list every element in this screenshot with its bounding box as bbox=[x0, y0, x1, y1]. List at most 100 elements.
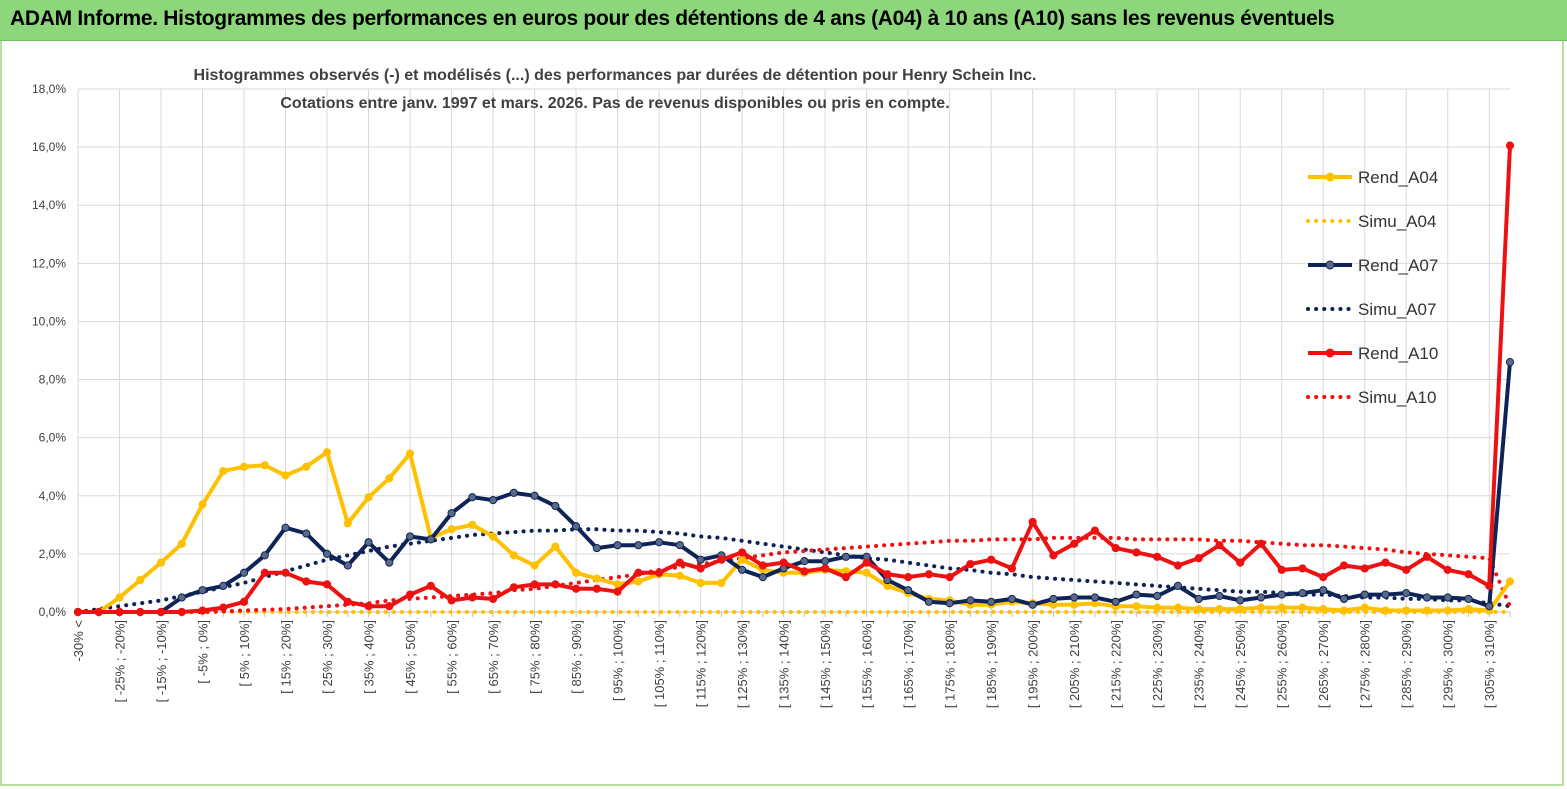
data-point bbox=[945, 599, 954, 608]
legend-label: Rend_A07 bbox=[1358, 256, 1438, 275]
data-point bbox=[1070, 539, 1079, 548]
data-point bbox=[281, 471, 290, 480]
data-point bbox=[302, 462, 311, 471]
data-point bbox=[1194, 594, 1203, 604]
data-point bbox=[94, 607, 103, 617]
data-point bbox=[302, 577, 311, 586]
data-point bbox=[1422, 593, 1432, 602]
data-point bbox=[322, 549, 332, 558]
data-point bbox=[1505, 577, 1515, 586]
data-point bbox=[1464, 594, 1473, 604]
data-point bbox=[198, 586, 207, 595]
data-point bbox=[530, 561, 539, 570]
data-point bbox=[904, 573, 913, 582]
data-point bbox=[758, 573, 767, 582]
data-point bbox=[779, 558, 788, 567]
data-point bbox=[717, 555, 726, 564]
x-tick-label: [ 15% ; 20%] bbox=[279, 620, 294, 694]
data-point bbox=[509, 551, 518, 560]
data-point bbox=[1464, 604, 1473, 614]
x-tick-label: [ 235% ; 240%] bbox=[1192, 620, 1207, 708]
data-point bbox=[405, 590, 415, 599]
x-tick-label: [ 185% ; 190%] bbox=[984, 620, 999, 708]
data-point bbox=[1256, 603, 1266, 612]
data-point bbox=[468, 493, 477, 502]
data-point bbox=[1028, 600, 1037, 609]
data-point bbox=[904, 586, 913, 595]
data-point bbox=[1422, 552, 1432, 561]
data-point bbox=[1339, 561, 1349, 570]
data-point bbox=[115, 607, 124, 617]
data-point bbox=[281, 568, 290, 577]
data-point bbox=[987, 555, 996, 564]
data-point bbox=[1236, 604, 1245, 614]
x-tick-label: [ 75% ; 80%] bbox=[528, 620, 543, 694]
legend-label: Rend_A10 bbox=[1358, 344, 1438, 363]
data-point bbox=[1007, 594, 1017, 604]
data-point bbox=[364, 493, 373, 502]
data-point bbox=[488, 594, 498, 604]
grid bbox=[77, 88, 1510, 613]
x-tick-label: [ 165% ; 170%] bbox=[901, 620, 916, 708]
x-tick-label: [ 215% ; 220%] bbox=[1109, 620, 1124, 708]
data-point bbox=[156, 558, 166, 567]
data-point bbox=[219, 581, 228, 590]
data-point bbox=[1443, 565, 1452, 574]
data-point bbox=[1443, 593, 1452, 602]
x-tick-label: [ 265% ; 270%] bbox=[1316, 620, 1331, 708]
series-layer bbox=[73, 141, 1515, 617]
data-point bbox=[239, 568, 249, 577]
x-tick-label: [ 105% ; 110%] bbox=[652, 620, 667, 707]
data-point bbox=[821, 557, 830, 566]
data-point bbox=[738, 548, 747, 557]
series-Rend_A07 bbox=[73, 358, 1515, 617]
data-point bbox=[1319, 604, 1328, 614]
data-point bbox=[1173, 581, 1183, 590]
data-point bbox=[551, 501, 560, 511]
x-tick-label: [ 95% ; 100%] bbox=[611, 620, 626, 701]
data-point bbox=[322, 580, 332, 589]
data-point bbox=[592, 543, 601, 553]
data-point bbox=[571, 584, 581, 593]
data-point bbox=[738, 565, 747, 574]
data-point bbox=[530, 580, 539, 589]
data-point bbox=[1090, 593, 1100, 602]
data-point bbox=[260, 461, 269, 470]
data-point bbox=[655, 568, 664, 577]
data-point bbox=[634, 541, 643, 550]
data-point bbox=[509, 583, 518, 592]
data-point bbox=[675, 558, 684, 567]
data-point bbox=[447, 509, 456, 518]
series-line-Rend_A10 bbox=[78, 145, 1512, 614]
series-Rend_A10 bbox=[73, 141, 1515, 617]
data-point bbox=[841, 573, 850, 582]
title-banner: ADAM Informe. Histogrammes des performan… bbox=[0, 0, 1567, 41]
data-point bbox=[592, 574, 601, 583]
y-tick-label: 18,0% bbox=[32, 82, 66, 96]
data-point bbox=[1277, 590, 1286, 599]
data-point bbox=[343, 561, 352, 570]
series-line-Simu_A07 bbox=[76, 527, 1512, 614]
data-point bbox=[1215, 541, 1224, 550]
chart-title-line-1: Histogrammes observés (-) et modélisés (… bbox=[194, 67, 1037, 84]
data-point bbox=[343, 519, 352, 528]
data-point bbox=[1236, 596, 1245, 605]
x-tick-label: [ 305% ; 310%] bbox=[1482, 620, 1497, 708]
banner-title: ADAM Informe. Histogrammes des performan… bbox=[10, 7, 1335, 30]
data-point bbox=[841, 552, 850, 561]
data-point bbox=[613, 587, 622, 596]
data-point bbox=[239, 597, 249, 606]
y-tick-label: 10,0% bbox=[32, 314, 66, 328]
data-point bbox=[634, 568, 643, 577]
data-point bbox=[1381, 558, 1390, 567]
data-point bbox=[1339, 606, 1349, 615]
legend-item: Rend_A10 bbox=[1308, 344, 1438, 363]
data-point bbox=[655, 538, 664, 547]
data-point bbox=[1360, 564, 1369, 573]
data-point bbox=[571, 522, 581, 531]
data-point bbox=[1194, 554, 1203, 563]
chart-title: Histogrammes observés (-) et modélisés (… bbox=[194, 67, 1037, 112]
data-point bbox=[1277, 603, 1286, 612]
data-point bbox=[551, 542, 560, 551]
legend-item: Rend_A04 bbox=[1308, 168, 1438, 187]
